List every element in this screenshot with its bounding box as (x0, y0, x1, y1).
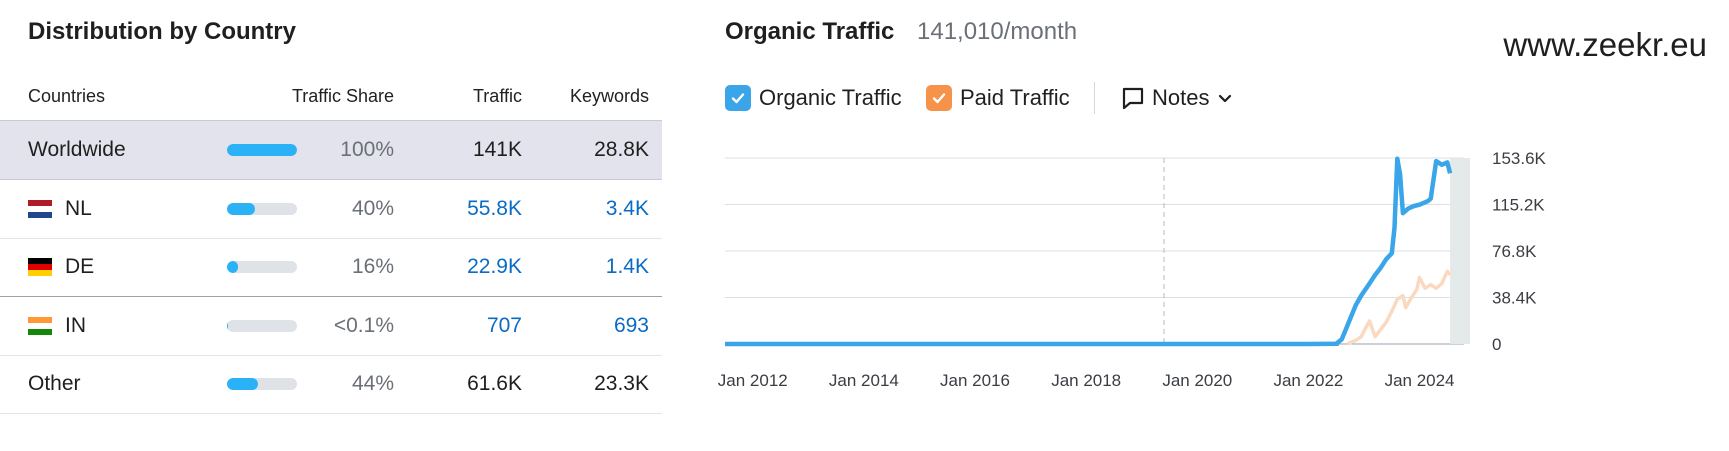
domain-label: www.zeekr.eu (1503, 26, 1707, 63)
x-tick-label: Jan 2016 (940, 371, 1010, 390)
share-bar-fill (227, 144, 297, 156)
traffic-value[interactable]: 22.9K (467, 255, 522, 278)
notes-label: Notes (1152, 85, 1210, 110)
share-value: 40% (351, 197, 394, 220)
y-tick-label: 115.2K (1492, 196, 1545, 215)
share-bar (227, 378, 297, 390)
legend-divider (1094, 82, 1095, 114)
country-distribution-panel: Distribution by Country Countries Traffi… (0, 0, 662, 451)
share-bar (227, 320, 297, 332)
x-tick-label: Jan 2022 (1273, 371, 1343, 390)
chart-title: Organic Traffic (725, 18, 895, 45)
country-name: IN (65, 314, 86, 337)
keywords-value[interactable]: 693 (613, 314, 649, 337)
keywords-value[interactable]: 1.4K (605, 255, 649, 278)
comment-icon (1121, 86, 1145, 110)
flag-icon (28, 258, 52, 276)
flag-icon (28, 317, 52, 335)
share-value: 100% (340, 138, 394, 161)
share-value: <0.1% (333, 314, 394, 337)
table-row[interactable]: Worldwide 100% 141K 28.8K (0, 120, 662, 180)
country-name: DE (65, 255, 95, 278)
traffic-value: 141K (472, 138, 522, 161)
chart-subtitle: 141,010/month (917, 18, 1078, 45)
share-bar-fill (227, 320, 229, 332)
chevron-down-icon (1217, 90, 1233, 106)
header-traffic[interactable]: Traffic (472, 86, 522, 106)
share-value: 16% (351, 255, 394, 278)
organic-traffic-chart[interactable]: 0 38.4K 76.8K 115.2K 153.6K Jan 2012 Jan 2014 J… (700, 140, 1729, 400)
share-bar-fill (227, 261, 239, 273)
share-bar (227, 144, 297, 156)
organic-legend-label: Organic Traffic (759, 85, 902, 110)
y-tick-label: 38.4K (1492, 289, 1537, 308)
y-tick-label: 0 (1492, 335, 1501, 354)
legend-organic[interactable]: Organic Traffic (725, 84, 902, 112)
x-tick-label: Jan 2024 (1385, 371, 1455, 390)
table-row[interactable]: IN <0.1% 707 693 (0, 296, 662, 356)
notes-dropdown[interactable]: Notes (1121, 84, 1233, 112)
keywords-value[interactable]: 3.4K (605, 197, 649, 220)
share-value: 44% (351, 372, 394, 395)
paid-traffic-line (1346, 269, 1452, 346)
organic-traffic-line (725, 156, 1453, 347)
paid-legend-label: Paid Traffic (960, 85, 1070, 110)
share-bar-fill (227, 378, 258, 390)
y-tick-label: 76.8K (1492, 242, 1537, 261)
country-name: Other (28, 372, 81, 395)
paid-checkbox-icon[interactable] (926, 85, 952, 111)
x-tick-label: Jan 2018 (1051, 371, 1121, 390)
current-period-band (1450, 158, 1470, 344)
header-traffic-share[interactable]: Traffic Share (291, 86, 394, 106)
legend-paid[interactable]: Paid Traffic (926, 84, 1070, 112)
header-keywords[interactable]: Keywords (569, 86, 649, 106)
flag-icon (28, 200, 52, 218)
share-bar-fill (227, 203, 255, 215)
x-tick-label: Jan 2020 (1162, 371, 1232, 390)
x-tick-label: Jan 2012 (718, 371, 788, 390)
share-bar (227, 261, 297, 273)
y-tick-label: 153.6K (1492, 149, 1547, 168)
keywords-value: 23.3K (594, 372, 649, 395)
traffic-value[interactable]: 55.8K (467, 197, 522, 220)
table-row[interactable]: NL 40% 55.8K 3.4K (0, 180, 662, 239)
traffic-value: 61.6K (467, 372, 522, 395)
traffic-value[interactable]: 707 (486, 314, 522, 337)
country-name: Worldwide (28, 138, 126, 161)
country-name: NL (65, 197, 92, 220)
table-row[interactable]: Other 44% 61.6K 23.3K (0, 355, 662, 414)
organic-checkbox-icon[interactable] (725, 85, 751, 111)
table-row[interactable]: DE 16% 22.9K 1.4K (0, 238, 662, 297)
header-countries[interactable]: Countries (28, 86, 106, 106)
share-bar (227, 203, 297, 215)
keywords-value: 28.8K (594, 138, 649, 161)
panel-title: Distribution by Country (28, 18, 296, 45)
x-tick-label: Jan 2014 (829, 371, 899, 390)
